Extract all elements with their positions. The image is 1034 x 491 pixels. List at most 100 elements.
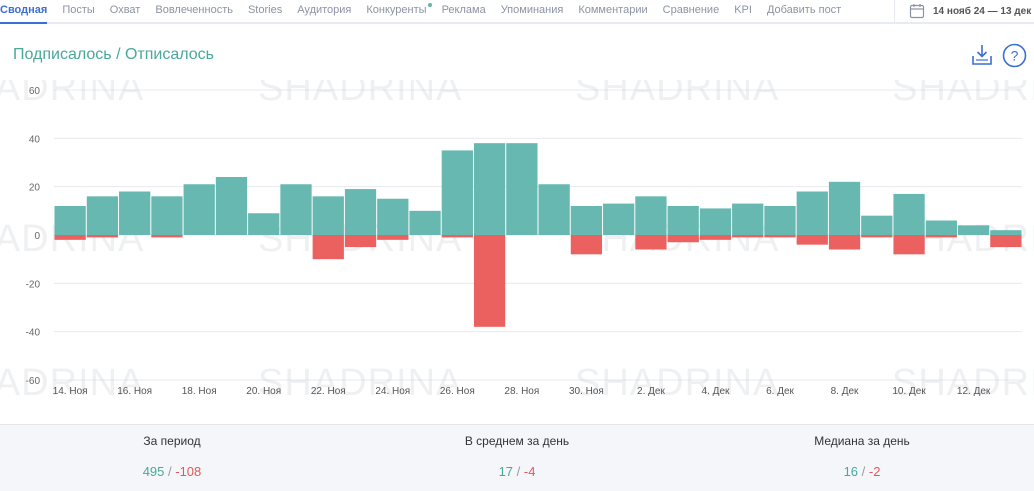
bar-subscribed <box>893 193 925 235</box>
x-tick-label: 30. Ноя <box>569 386 604 397</box>
stat-separator: / <box>513 464 524 479</box>
bar-subscribed <box>248 213 280 235</box>
x-tick-label: 18. Ноя <box>182 386 217 397</box>
bar-unsubscribed <box>473 235 506 327</box>
x-tick-label: 16. Ноя <box>117 386 152 397</box>
watermark-text: SHADRINA <box>575 80 779 109</box>
stat-average-pos: 17 <box>498 464 514 479</box>
stat-median-neg: -2 <box>868 464 881 479</box>
bar-unsubscribed <box>377 235 409 240</box>
bar-subscribed <box>151 196 183 235</box>
help-icon[interactable]: ? <box>1002 43 1027 68</box>
x-tick-label: 26. Ноя <box>440 386 475 397</box>
x-tick-label: 2. Дек <box>637 386 665 397</box>
stat-separator: / <box>164 464 176 479</box>
watermark-text: SHADRINA <box>0 80 144 109</box>
bar-subscribed <box>570 206 603 235</box>
bar-subscribed <box>215 177 248 235</box>
bar-unsubscribed <box>732 235 764 238</box>
x-tick-label: 14. Ноя <box>53 386 88 397</box>
watermark-text: SHADRINA <box>892 80 1034 109</box>
stat-median-pos: 16 <box>843 464 859 479</box>
x-tick-label: 8. Дек <box>831 386 859 397</box>
tab-8[interactable]: Упоминания <box>500 4 564 16</box>
bar-unsubscribed <box>990 235 1022 248</box>
x-tick-label: 6. Дек <box>766 386 794 397</box>
bar-unsubscribed <box>893 235 925 255</box>
bar-subscribed <box>828 181 861 235</box>
bar-unsubscribed <box>861 235 893 238</box>
bar-subscribed <box>732 203 764 235</box>
stat-period-label: За период <box>143 434 201 448</box>
notification-dot <box>427 3 432 7</box>
stat-average-label: В среднем за день <box>464 434 570 448</box>
stat-period-value: 495 / -108 <box>0 464 344 479</box>
watermark-text: SHADRINA <box>258 80 462 109</box>
panel-title: Подписалось / Отписалось <box>13 46 214 63</box>
tab-2[interactable]: Охват <box>109 4 141 16</box>
tab-3[interactable]: Вовлеченность <box>155 4 233 16</box>
bar-unsubscribed <box>86 235 119 238</box>
stats-panel: За период 495 / -108 В среднем за день 1… <box>0 424 1034 491</box>
watermark-text: SHADRINA <box>575 362 779 400</box>
tab-1[interactable]: Посты <box>62 4 95 16</box>
bar-subscribed <box>990 230 1022 235</box>
bar-subscribed <box>409 210 441 235</box>
tab-7[interactable]: Реклама <box>441 4 486 16</box>
tab-11[interactable]: KPI <box>734 4 752 16</box>
bar-subscribed <box>344 189 377 235</box>
tab-6[interactable]: Конкуренты <box>366 0 432 22</box>
bar-subscribed <box>796 191 828 235</box>
stat-average-value: 17 / -4 <box>345 464 689 479</box>
watermark-text: SHADRINA <box>258 362 462 400</box>
subscriptions-chart: 6040200-20-40-60SHADRINASHADRINASHADRINA… <box>0 80 1034 400</box>
y-tick-label: 20 <box>29 183 41 194</box>
tab-10[interactable]: Сравнение <box>662 4 720 16</box>
x-tick-label: 28. Ноя <box>504 386 539 397</box>
tab-5[interactable]: Аудитория <box>297 4 352 16</box>
tab-12[interactable]: Добавить пост <box>766 4 842 16</box>
x-tick-label: 4. Дек <box>702 386 730 397</box>
stat-period-pos: 495 <box>142 464 165 479</box>
bar-subscribed <box>183 184 215 235</box>
bar-unsubscribed <box>828 235 861 250</box>
bar-unsubscribed <box>635 235 667 250</box>
bar-subscribed <box>473 143 506 235</box>
bar-subscribed <box>603 203 635 235</box>
date-range-label: 14 нояб 24 — 13 дек <box>933 5 1032 17</box>
bar-unsubscribed <box>570 235 603 255</box>
bar-unsubscribed <box>344 235 377 248</box>
calendar-icon <box>909 4 925 19</box>
tab-0[interactable]: Сводная <box>0 0 48 24</box>
y-tick-label: -20 <box>26 279 41 290</box>
stat-average: В среднем за день 17 / -4 <box>345 425 689 479</box>
watermark-text: SHADRINA <box>892 362 1034 400</box>
watermark-text: SHADRINA <box>0 362 144 400</box>
bar-subscribed <box>699 208 732 235</box>
bar-subscribed <box>538 184 570 235</box>
y-tick-label: 0 <box>34 231 40 242</box>
bar-unsubscribed <box>699 235 732 240</box>
bar-unsubscribed <box>54 235 86 240</box>
nav-tabs: Сводная Посты Охват Вовлеченность Stories Ауд… <box>0 0 856 24</box>
bar-subscribed <box>764 206 796 235</box>
bar-subscribed <box>86 196 119 235</box>
x-tick-label: 10. Дек <box>892 386 926 397</box>
tab-9[interactable]: Комментарии <box>578 4 648 16</box>
y-tick-label: -40 <box>26 328 41 339</box>
bar-unsubscribed <box>796 235 828 245</box>
bar-unsubscribed <box>441 235 473 238</box>
bar-subscribed <box>957 225 990 235</box>
top-navigation: Сводная Посты Охват Вовлеченность Stories Ауд… <box>0 0 1034 24</box>
bar-subscribed <box>54 206 86 235</box>
bar-subscribed <box>280 184 312 235</box>
bar-subscribed <box>506 143 538 235</box>
tab-4[interactable]: Stories <box>247 4 283 16</box>
stat-average-neg: -4 <box>523 464 536 479</box>
bar-unsubscribed <box>925 235 957 238</box>
date-range-picker[interactable]: 14 нояб 24 — 13 дек <box>894 0 1034 22</box>
stat-period-neg: -108 <box>175 464 202 479</box>
stat-separator: / <box>858 464 869 479</box>
bar-subscribed <box>635 196 667 235</box>
download-icon[interactable] <box>970 43 994 67</box>
